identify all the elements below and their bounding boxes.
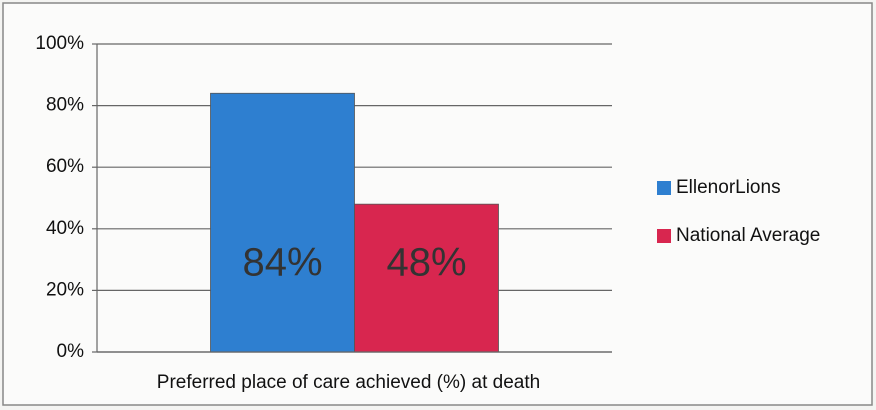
bar: [354, 203, 499, 353]
legend-label: National Average: [676, 225, 820, 246]
legend-label: EllenorLions: [676, 177, 781, 198]
y-tick-label: 0%: [57, 341, 85, 362]
value-label: 48%: [386, 241, 466, 285]
y-tick-label: 20%: [46, 279, 84, 300]
x-tick-label: Preferred place of care achieved (%) at …: [157, 372, 540, 393]
y-tick-label: 80%: [46, 95, 84, 116]
value-label: 84%: [242, 241, 322, 285]
y-tick-label: 60%: [46, 156, 84, 177]
bar: [210, 92, 355, 353]
legend-swatch: [657, 229, 671, 243]
y-tick-label: 40%: [46, 218, 84, 239]
legend-swatch: [657, 181, 671, 195]
y-tick-label: 100%: [35, 33, 84, 54]
